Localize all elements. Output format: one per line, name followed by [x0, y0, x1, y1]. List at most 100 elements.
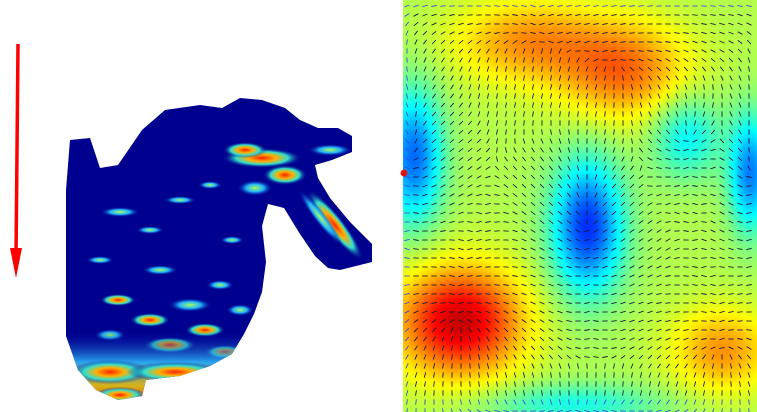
vector-glyph: [422, 22, 428, 26]
vector-glyph: [611, 338, 617, 340]
vector-glyph: [496, 156, 498, 162]
vector-glyph: [702, 75, 706, 81]
vector-glyph: [701, 338, 707, 340]
vector-glyph: [458, 211, 464, 215]
vector-glyph: [441, 327, 445, 333]
vector-glyph: [683, 220, 689, 224]
vector-glyph: [666, 93, 670, 99]
vector-glyph: [440, 111, 446, 117]
vector-glyph: [413, 284, 419, 286]
vector-glyph: [449, 147, 455, 153]
vector-glyph: [656, 319, 662, 323]
vector-glyph: [701, 139, 707, 143]
vector-glyph: [728, 301, 734, 305]
vector-glyph: [674, 221, 680, 223]
vector-glyph: [503, 174, 509, 180]
vector-glyph: [530, 327, 536, 333]
vector-glyph: [422, 310, 428, 314]
vector-glyph: [585, 75, 589, 81]
vector-glyph: [594, 75, 598, 81]
vector-glyph: [620, 256, 626, 260]
vector-glyph: [504, 57, 508, 63]
vector-glyph: [575, 247, 581, 251]
vector-glyph: [737, 40, 743, 44]
vector-glyph: [576, 363, 580, 369]
vector-glyph: [449, 265, 455, 269]
vector-glyph: [404, 292, 410, 296]
vector-glyph: [684, 84, 688, 90]
vector-glyph: [494, 293, 500, 295]
vector-glyph: [620, 210, 626, 216]
vector-glyph: [701, 57, 707, 63]
vector-glyph: [449, 319, 455, 323]
vector-glyph: [613, 120, 615, 126]
vector-glyph: [665, 354, 671, 360]
vector-glyph: [611, 410, 617, 412]
vector-glyph: [522, 138, 526, 144]
vector-glyph: [648, 129, 652, 135]
vector-glyph: [738, 75, 742, 81]
vector-glyph: [406, 399, 408, 405]
vector-glyph: [684, 372, 688, 378]
vector-glyph: [586, 363, 588, 369]
vector-glyph: [477, 93, 481, 99]
vector-glyph: [712, 399, 714, 405]
vector-glyph: [629, 301, 635, 305]
vector-glyph: [747, 372, 751, 378]
vector-glyph: [638, 310, 644, 314]
vector-glyph: [540, 48, 544, 54]
vector-glyph: [549, 399, 553, 405]
vector-glyph: [675, 390, 679, 396]
vector-glyph: [629, 66, 635, 72]
vector-glyph: [620, 32, 626, 34]
vector-glyph: [512, 23, 518, 25]
vector-glyph: [521, 192, 527, 198]
vector-glyph: [584, 329, 590, 331]
vector-glyph: [440, 147, 446, 153]
vector-glyph: [611, 50, 617, 52]
vector-glyph: [458, 221, 464, 223]
vector-glyph: [639, 75, 643, 81]
vector-glyph: [522, 363, 526, 369]
vector-glyph: [657, 390, 661, 396]
vector-glyph: [486, 399, 490, 405]
vector-glyph: [486, 84, 490, 90]
vector-glyph: [477, 48, 481, 54]
vector-glyph: [701, 221, 707, 223]
vector-glyph: [683, 202, 689, 206]
vector-glyph: [557, 31, 563, 35]
vector-glyph: [621, 363, 625, 369]
vector-glyph: [548, 219, 554, 225]
vector-glyph: [710, 310, 716, 314]
vector-glyph: [728, 175, 734, 179]
vector-glyph: [630, 165, 634, 171]
vector-glyph: [728, 211, 734, 215]
vector-glyph: [611, 320, 617, 322]
vector-glyph: [613, 129, 615, 135]
vector-glyph: [432, 345, 436, 351]
vector-glyph: [485, 293, 491, 295]
vector-glyph: [638, 14, 644, 16]
vector-glyph: [620, 192, 626, 198]
vector-glyph: [683, 58, 689, 62]
vector-glyph: [656, 66, 662, 72]
vector-glyph: [413, 13, 419, 17]
vector-glyph: [711, 120, 715, 126]
vector-glyph: [531, 399, 535, 405]
vector-glyph: [503, 32, 509, 34]
vector-glyph: [647, 202, 653, 206]
vector-glyph: [684, 75, 688, 81]
vector-glyph: [602, 356, 608, 358]
vector-glyph: [557, 201, 563, 207]
vector-glyph: [720, 84, 724, 90]
vector-glyph: [432, 84, 436, 90]
vector-glyph: [523, 93, 525, 99]
vector-glyph: [495, 336, 499, 342]
vector-glyph: [629, 58, 635, 62]
vector-glyph: [585, 93, 589, 99]
vector-glyph: [440, 202, 446, 206]
vector-glyph: [404, 257, 410, 259]
vector-glyph: [584, 265, 590, 269]
vector-glyph: [738, 57, 742, 63]
vector-glyph: [594, 201, 598, 207]
